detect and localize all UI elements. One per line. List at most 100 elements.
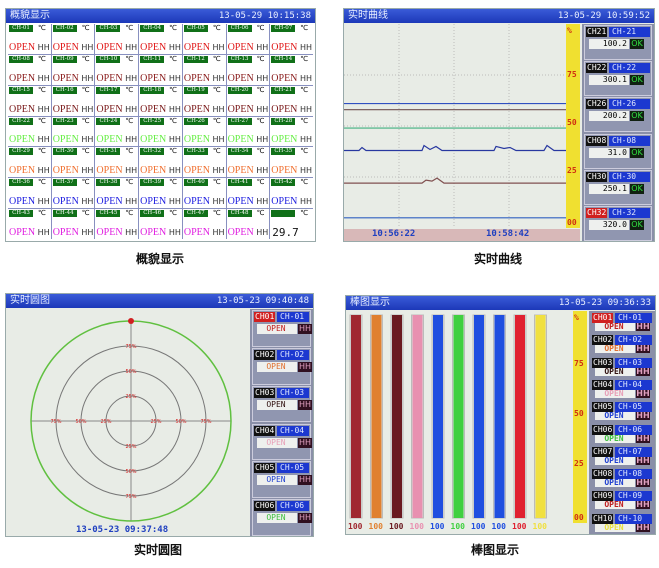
- channel-box[interactable]: CH22 CH-22 300.1 OK: [584, 61, 652, 97]
- channel-cell[interactable]: CH-22 ℃ OPEN HH: [8, 116, 51, 147]
- channel-label: CH-41: [227, 179, 252, 187]
- channel-cell[interactable]: CH-13 ℃ OPEN HH: [226, 54, 270, 85]
- channel-cell[interactable]: CH-14 ℃ OPEN HH: [270, 54, 313, 85]
- channel-label: CH-17: [96, 86, 121, 94]
- channel-box[interactable]: CH09 CH-09 OPEN HH: [591, 490, 653, 510]
- channel-box[interactable]: CH07 CH-07 OPEN HH: [591, 445, 653, 466]
- status-badge: OK: [630, 39, 644, 49]
- channel-box[interactable]: CH06 CH-06 OPEN HH: [591, 423, 653, 443]
- channel-cell[interactable]: CH-35 ℃ OPEN HH: [270, 147, 313, 178]
- channel-box[interactable]: CH30 CH-30 250.1 OK: [584, 169, 652, 205]
- status-badge: HH: [298, 324, 312, 334]
- channel-cell[interactable]: CH-15 ℃ OPEN HH: [8, 85, 51, 116]
- channel-box[interactable]: CH05 CH-05 OPEN HH: [591, 401, 653, 421]
- channel-value: OPEN: [96, 41, 123, 53]
- channel-cell[interactable]: CH-01 ℃ OPEN HH: [8, 24, 51, 54]
- bar-value-label: 100: [450, 522, 465, 531]
- channel-cell[interactable]: CH-04 ℃ OPEN HH: [139, 24, 182, 54]
- trend-line: [344, 177, 566, 184]
- channel-label: CH-16: [52, 86, 77, 94]
- channel-tag: CH04: [254, 425, 276, 436]
- channel-box[interactable]: CH05 CH-05 OPEN HH: [252, 461, 312, 499]
- channel-box[interactable]: CH06 CH-06 OPEN HH: [252, 499, 312, 536]
- channel-box[interactable]: CH21 CH-21 100.2 OK: [584, 25, 652, 61]
- channel-cell[interactable]: CH-20 ℃ OPEN HH: [226, 85, 270, 116]
- channel-box[interactable]: CH26 CH-26 200.2 OK: [584, 97, 652, 133]
- status-badge: OK: [630, 75, 644, 86]
- channel-cell[interactable]: CH-21 ℃ OPEN HH: [270, 85, 313, 116]
- channel-cell[interactable]: CH-33 ℃ OPEN HH: [182, 147, 226, 178]
- channel-cell[interactable]: CH-36 ℃ OPEN HH: [8, 178, 51, 209]
- channel-cell[interactable]: CH-43 ℃ OPEN HH: [8, 209, 51, 239]
- channel-cell[interactable]: CH-18 ℃ OPEN HH: [139, 85, 182, 116]
- channel-cell[interactable]: CH-09 ℃ OPEN HH: [51, 54, 95, 85]
- channel-label: CH-36: [9, 179, 33, 187]
- channel-name: CH-05: [615, 402, 652, 413]
- channel-box[interactable]: CH08 CH-08 31.0 OK: [584, 133, 652, 169]
- channel-cell[interactable]: CH-30 ℃ OPEN HH: [51, 147, 95, 178]
- channel-cell[interactable]: CH-24 ℃ OPEN HH: [95, 116, 139, 147]
- bar-value-label: 100: [532, 522, 547, 531]
- unit-label: ℃: [212, 24, 221, 32]
- channel-cell[interactable]: CH-46 ℃ OPEN HH: [139, 209, 182, 239]
- channel-cell[interactable]: CH-16 ℃ OPEN HH: [51, 85, 95, 116]
- channel-box[interactable]: CH01 CH-01 OPEN HH: [252, 310, 312, 347]
- channel-cell[interactable]: CH-37 ℃ OPEN HH: [51, 178, 95, 209]
- channel-value: OPEN: [183, 103, 210, 115]
- channel-cell[interactable]: CH-25 ℃ OPEN HH: [139, 116, 182, 147]
- channel-cell[interactable]: CH-31 ℃ OPEN HH: [95, 147, 139, 178]
- unit-label: ℃: [212, 85, 221, 94]
- channel-box[interactable]: CH03 CH-03 OPEN HH: [591, 356, 653, 376]
- channel-box[interactable]: CH32 CH-32 320.0 OK: [584, 205, 652, 241]
- channel-cell[interactable]: CH-11 ℃ OPEN HH: [139, 54, 182, 85]
- channel-cell[interactable]: CH-29 ℃ OPEN HH: [8, 147, 51, 178]
- channel-box[interactable]: CH02 CH-02 OPEN HH: [252, 347, 312, 385]
- channel-cell[interactable]: CH-48 ℃ OPEN HH: [226, 209, 270, 239]
- channel-box[interactable]: CH10 CH-10 OPEN HH: [591, 512, 653, 532]
- channel-box[interactable]: CH03 CH-03 OPEN HH: [252, 385, 312, 423]
- unit-label: ℃: [38, 147, 46, 156]
- channel-cell[interactable]: CH-34 ℃ OPEN HH: [226, 147, 270, 178]
- channel-cell[interactable]: CH-12 ℃ OPEN HH: [182, 54, 226, 85]
- alarm-label: HH: [212, 135, 225, 145]
- channel-box[interactable]: CH01 CH-01 OPEN HH: [591, 312, 653, 332]
- channel-cell[interactable]: CH-06 ℃ OPEN HH: [226, 24, 270, 54]
- channel-cell[interactable]: CH-40 ℃ OPEN HH: [182, 178, 226, 209]
- channel-box[interactable]: CH04 CH-04 OPEN HH: [591, 378, 653, 399]
- unit-label: ℃: [81, 85, 90, 94]
- channel-tag: CH02: [592, 335, 614, 346]
- unit-label: ℃: [125, 54, 134, 63]
- channel-cell[interactable]: CH-28 ℃ OPEN HH: [270, 116, 313, 147]
- channel-cell[interactable]: CH-44 ℃ OPEN HH: [51, 209, 95, 239]
- trend-screen: 实时曲线 13-05-29 10:59:52 % 75 50 25 00 10:56:22…: [343, 8, 655, 242]
- channel-cell[interactable]: CH-03 ℃ OPEN HH: [95, 24, 139, 54]
- channel-value: 300.1: [589, 75, 629, 86]
- channel-value: OPEN: [140, 72, 167, 84]
- channel-cell[interactable]: CH-26 ℃ OPEN HH: [182, 116, 226, 147]
- channel-tag: CH01: [254, 312, 276, 322]
- channel-cell[interactable]: CH-41 ℃ OPEN HH: [226, 178, 270, 209]
- channel-cell[interactable]: CH-17 ℃ OPEN HH: [95, 85, 139, 116]
- channel-cell[interactable]: CH-39 ℃ OPEN HH: [139, 178, 182, 209]
- channel-cell[interactable]: ℃ 29.7: [270, 209, 313, 239]
- channel-cell[interactable]: CH-45 ℃ OPEN HH: [95, 209, 139, 239]
- channel-cell[interactable]: CH-27 ℃ OPEN HH: [226, 116, 270, 147]
- channel-cell[interactable]: CH-38 ℃ OPEN HH: [95, 178, 139, 209]
- channel-value: OPEN: [96, 134, 123, 146]
- channel-cell[interactable]: CH-42 ℃ OPEN HH: [270, 178, 313, 209]
- channel-cell[interactable]: CH-47 ℃ OPEN HH: [182, 209, 226, 239]
- bar: [351, 315, 361, 518]
- channel-cell[interactable]: CH-19 ℃ OPEN HH: [182, 85, 226, 116]
- channel-box[interactable]: CH02 CH-02 OPEN HH: [591, 334, 653, 354]
- channel-box[interactable]: CH08 CH-08 OPEN HH: [591, 468, 653, 488]
- channel-cell[interactable]: CH-32 ℃ OPEN HH: [139, 147, 182, 178]
- bar: [412, 315, 423, 518]
- channel-cell[interactable]: CH-10 ℃ OPEN HH: [95, 54, 139, 85]
- channel-cell[interactable]: CH-08 ℃ OPEN HH: [8, 54, 51, 85]
- channel-label: CH-20: [227, 86, 252, 94]
- channel-cell[interactable]: CH-02 ℃ OPEN HH: [51, 24, 95, 54]
- channel-cell[interactable]: CH-05 ℃ OPEN HH: [182, 24, 226, 54]
- channel-cell[interactable]: CH-23 ℃ OPEN HH: [51, 116, 95, 147]
- channel-box[interactable]: CH04 CH-04 OPEN HH: [252, 423, 312, 461]
- channel-cell[interactable]: CH-07 ℃ OPEN HH: [270, 24, 313, 54]
